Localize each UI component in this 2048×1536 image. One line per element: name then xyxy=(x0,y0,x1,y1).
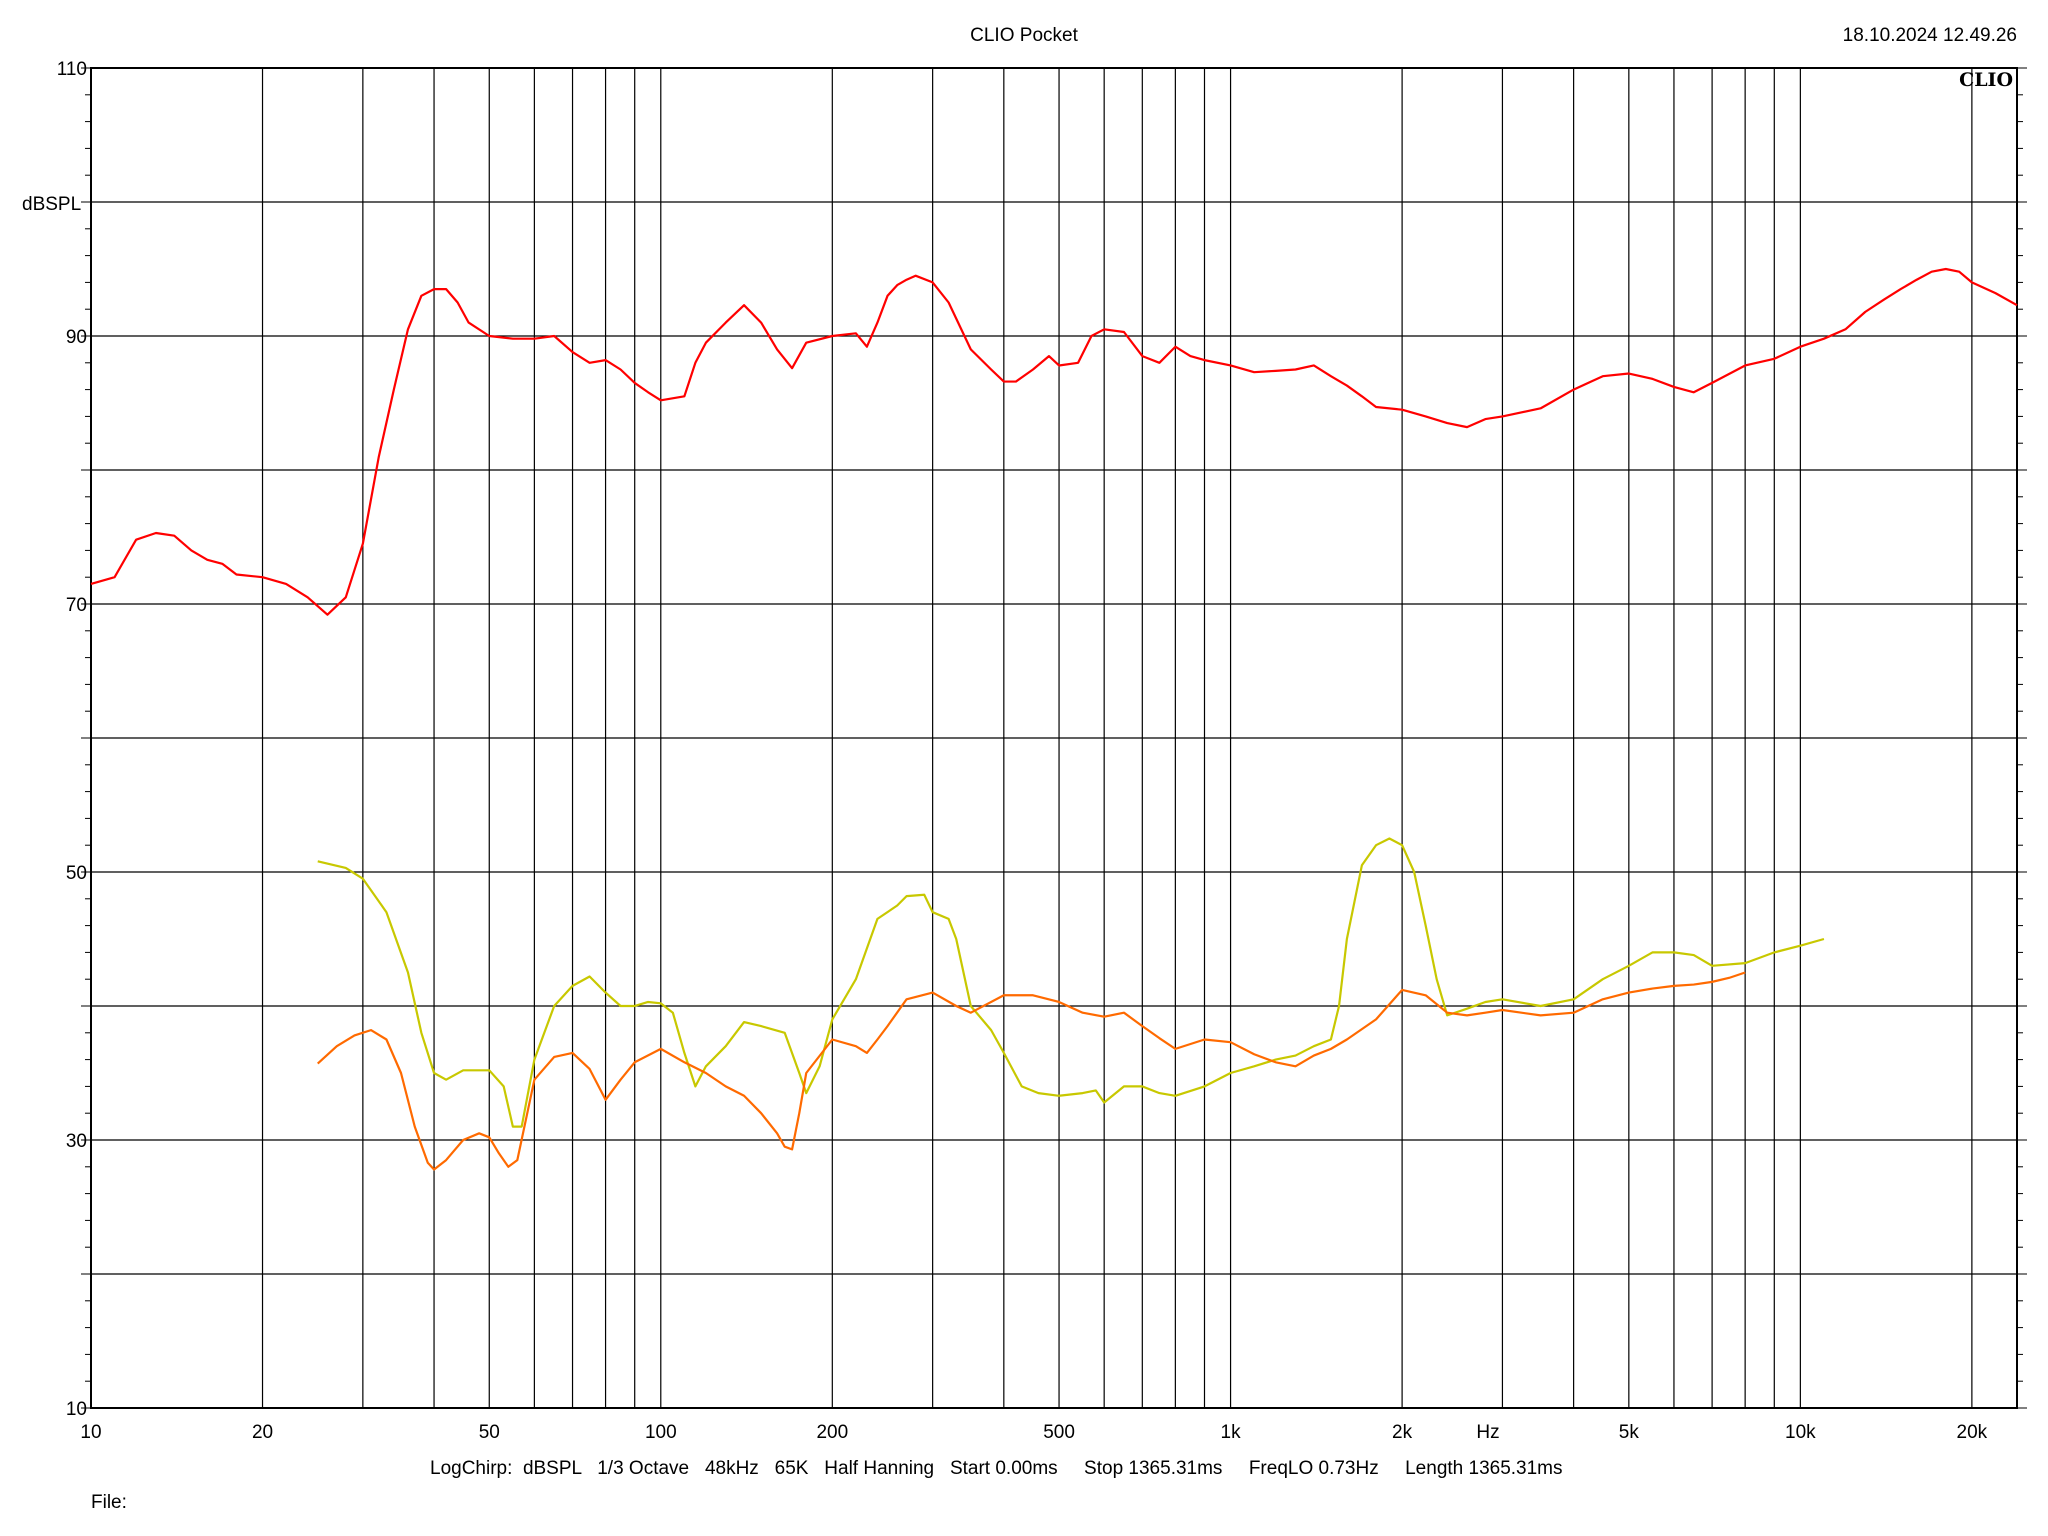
timestamp: 18.10.2024 12.49.26 xyxy=(1843,25,2017,46)
series-line-2 xyxy=(317,837,1825,1128)
x-tick-label: 200 xyxy=(816,1422,848,1443)
x-tick-label: 100 xyxy=(645,1422,677,1443)
clio-logo: CLIO xyxy=(1959,69,2013,91)
y-tick-labels: 10 30 50 70 90 110 xyxy=(57,59,87,1420)
x-tick-label: 50 xyxy=(479,1422,500,1443)
y-tick-label: 90 xyxy=(66,327,87,348)
series-layer xyxy=(90,267,2018,1171)
chart-title: CLIO Pocket xyxy=(970,25,1078,46)
series-line-3 xyxy=(316,971,1746,1171)
y-tick-label: 10 xyxy=(66,1399,87,1420)
x-tick-label: 10 xyxy=(80,1422,101,1443)
x-tick-label: 500 xyxy=(1043,1422,1075,1443)
y-tick-label: 50 xyxy=(66,863,87,884)
x-tick-labels: 10 20 50 100 200 500 1k 2k 5k 10k 20k xyxy=(80,1422,1987,1443)
plot-grid xyxy=(81,67,2027,1409)
x-tick-label: 2k xyxy=(1392,1422,1413,1443)
plot-frame xyxy=(90,67,2018,1409)
y-tick-label: 70 xyxy=(66,595,87,616)
measurement-settings: LogChirp: dBSPL 1/3 Octave 48kHz 65K Hal… xyxy=(430,1458,1563,1479)
x-tick-label: 20k xyxy=(1957,1422,1988,1443)
x-axis-label: Hz xyxy=(1476,1422,1499,1443)
x-tick-label: 10k xyxy=(1785,1422,1816,1443)
y-axis-label: dBSPL xyxy=(22,194,81,215)
x-tick-label: 20 xyxy=(252,1422,273,1443)
y-tick-label: 30 xyxy=(66,1131,87,1152)
x-tick-label: 5k xyxy=(1619,1422,1640,1443)
file-label: File: xyxy=(91,1492,127,1513)
x-tick-label: 1k xyxy=(1221,1422,1242,1443)
y-tick-label: 110 xyxy=(57,59,87,80)
series-line-1 xyxy=(90,267,2018,616)
